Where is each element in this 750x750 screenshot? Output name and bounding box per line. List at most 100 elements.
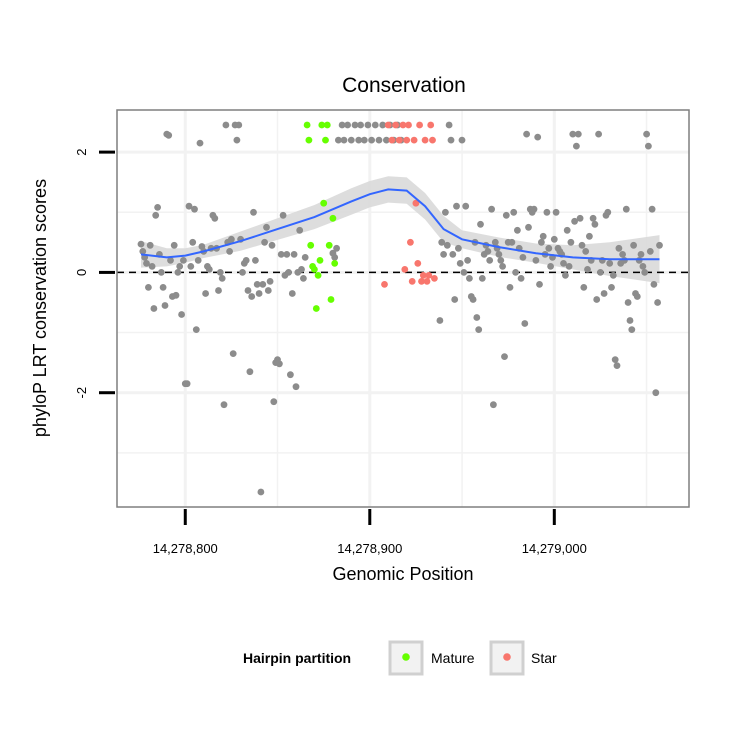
star-point [408,278,416,285]
data-point [255,290,263,297]
data-point [622,205,630,213]
data-point [148,263,156,270]
mature-point [318,121,326,129]
data-point [521,320,529,327]
data-point [364,121,372,129]
data-point [512,269,519,276]
data-point [525,223,532,231]
x-axis-title: Genomic Position [332,564,473,584]
y-tick-label: -2 [74,387,89,399]
plot-panel-border [116,109,690,508]
star-point [392,121,399,129]
data-point [643,130,650,138]
chart-title: Conservation [342,74,466,97]
star-point [421,136,429,144]
data-point [146,241,154,249]
data-point [178,311,186,318]
data-point [497,257,505,264]
star-point [388,136,396,144]
data-point [486,257,494,264]
data-point [562,272,569,279]
data-point [563,226,571,234]
data-point [375,136,383,144]
data-point [597,269,604,276]
data-point [335,136,342,144]
star-point [384,121,392,129]
data-points [137,121,663,496]
star-point [410,136,418,144]
data-point [264,287,272,294]
data-point [276,360,283,368]
data-point [574,130,582,138]
data-point [218,275,226,282]
data-point [609,272,617,279]
star-point [425,272,433,279]
data-point [205,266,213,273]
data-point [626,317,634,324]
data-point [650,281,658,288]
data-point [183,380,191,388]
legend-label-mature: Mature [431,650,475,666]
data-point [259,281,267,288]
confidence-band [141,176,660,284]
star-point [405,121,412,129]
data-point [589,214,597,222]
mature-point [325,241,333,249]
data-point [248,293,256,300]
data-point [137,240,145,248]
smooth-line-layer [140,188,660,261]
data-point [571,217,578,225]
data-point [608,284,615,291]
data-point [331,254,339,261]
data-point [174,269,182,276]
data-point [360,136,368,144]
data-point [263,223,270,231]
star-point [431,275,438,282]
data-point [216,269,224,276]
star-point [427,121,435,129]
data-point [150,305,158,312]
legend-key-star [489,640,525,676]
data-point [550,235,558,243]
data-point [595,130,602,138]
data-point [233,136,241,144]
data-point [298,266,305,273]
data-point [591,220,599,228]
data-point [220,401,228,409]
data-point [600,290,608,297]
data-point [442,208,449,216]
data-point [639,263,647,270]
data-point [285,269,292,276]
data-point [495,251,503,258]
data-point [475,326,483,333]
data-point [438,238,446,246]
data-point [460,269,468,276]
data-point [445,121,453,129]
data-point [191,205,198,213]
data-point [532,257,540,264]
data-point [539,232,547,240]
mature-point [316,257,324,264]
data-point [242,257,250,264]
data-point [152,211,160,219]
data-point [196,139,204,147]
x-tick-label: 14,278,800 [153,541,218,556]
data-point [543,208,551,216]
data-point [235,121,243,129]
data-point [338,121,346,129]
data-point [458,136,466,144]
data-point [586,232,593,240]
data-point [534,133,542,141]
mature-point [303,121,311,129]
data-point [613,362,621,369]
data-point [277,251,285,258]
data-point [436,317,444,324]
data-point [292,383,300,391]
data-point [615,244,623,252]
data-point [466,275,473,282]
data-point [268,241,276,249]
data-point [228,235,235,243]
data-point [443,241,451,249]
data-point [440,251,447,258]
